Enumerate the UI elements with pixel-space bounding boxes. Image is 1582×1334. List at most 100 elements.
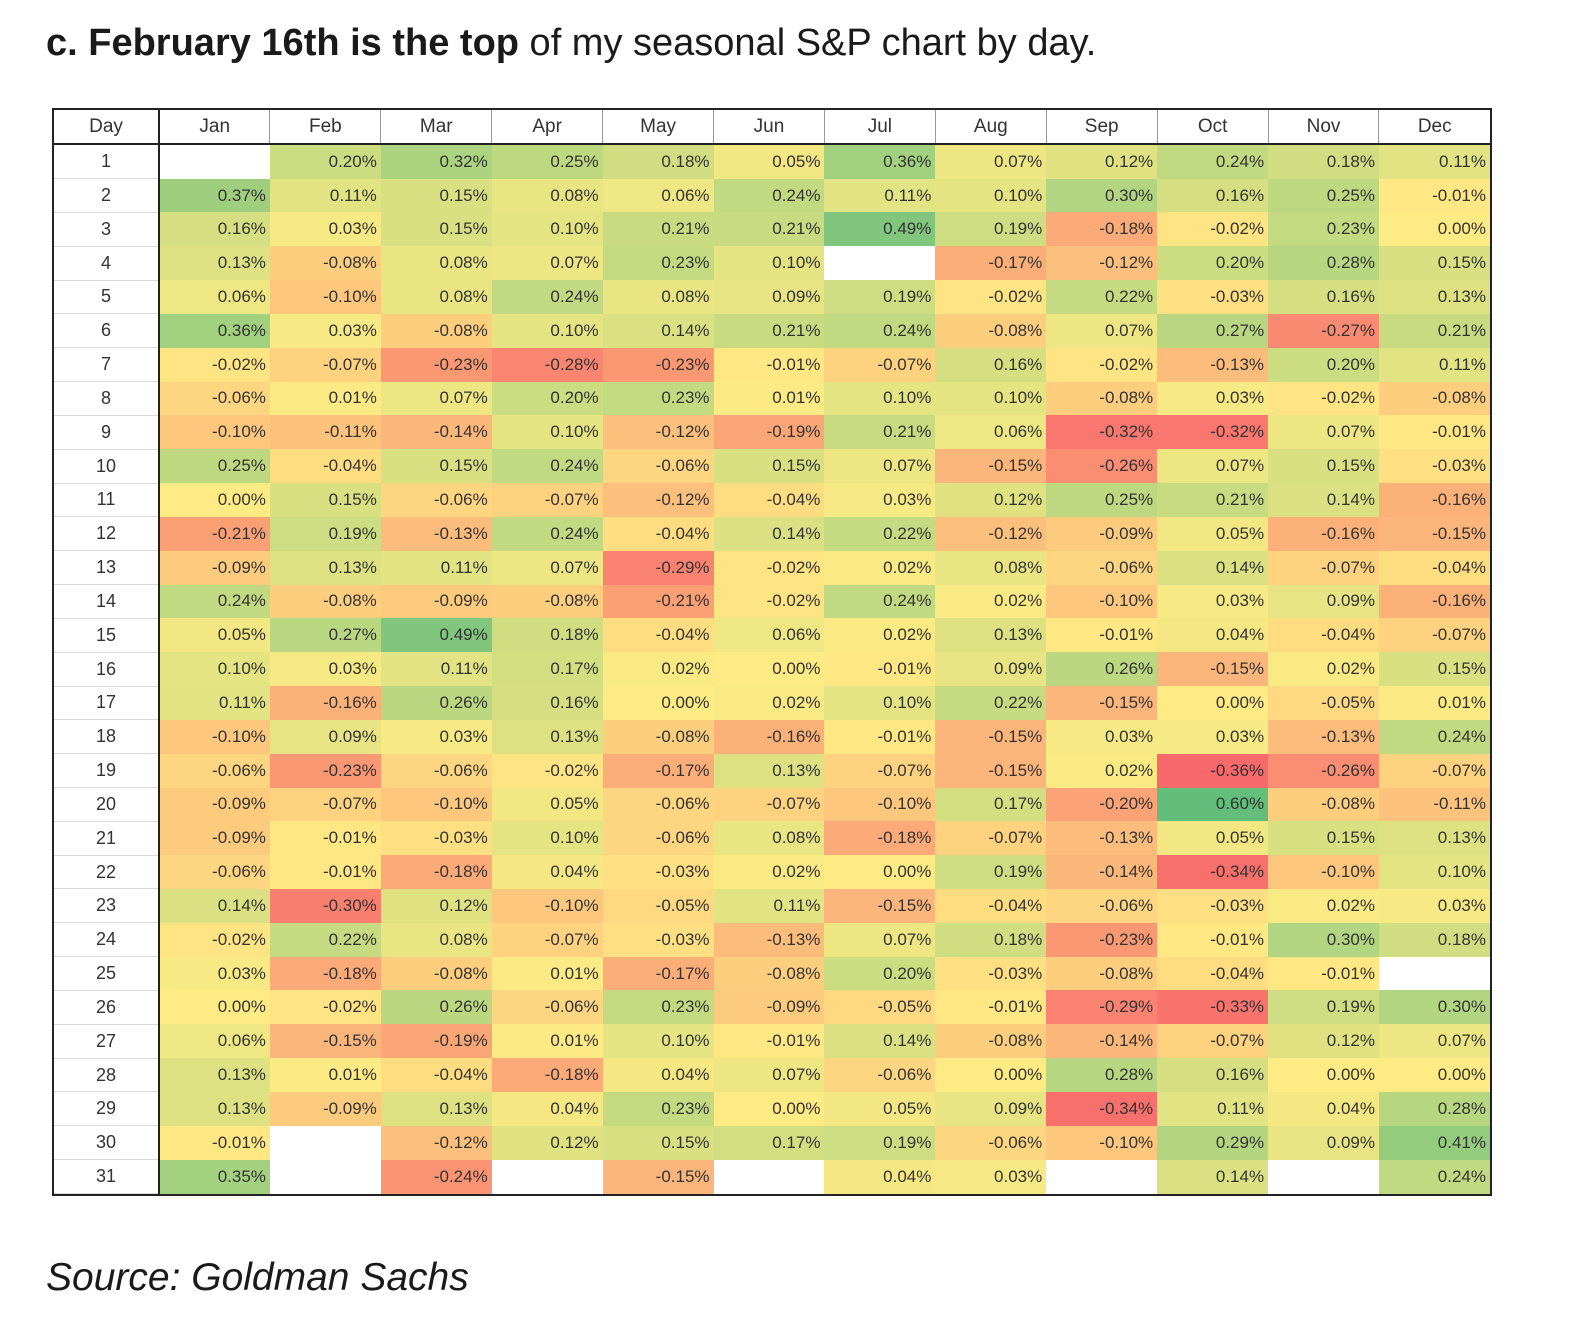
heat-cell: 0.10% bbox=[602, 1024, 714, 1059]
heat-cell: 0.08% bbox=[380, 922, 492, 957]
heat-cell: -0.06% bbox=[159, 855, 270, 889]
heat-cell: 0.02% bbox=[602, 652, 714, 687]
heat-cell: -0.06% bbox=[1046, 888, 1158, 923]
heat-cell: 0.07% bbox=[491, 550, 603, 585]
heat-cell: 0.07% bbox=[1378, 1024, 1490, 1059]
heat-cell: -0.04% bbox=[269, 449, 381, 484]
heat-cell: -0.08% bbox=[380, 956, 492, 991]
heat-cell: -0.09% bbox=[159, 550, 270, 585]
heat-cell: -0.15% bbox=[935, 753, 1047, 788]
source-note: Source: Goldman Sachs bbox=[46, 1256, 469, 1299]
heat-cell: -0.13% bbox=[1268, 719, 1379, 754]
heat-cell: 0.30% bbox=[1378, 990, 1490, 1025]
heat-cell: 0.30% bbox=[1268, 922, 1379, 957]
table-row: 24 -0.02% 0.22% 0.08% -0.07% -0.03% -0.13% 0.07… bbox=[54, 922, 1490, 958]
heat-cell: -0.11% bbox=[269, 415, 381, 450]
heat-cell: -0.29% bbox=[602, 550, 714, 585]
heat-cell bbox=[491, 1159, 603, 1194]
day-label: 4 bbox=[54, 246, 160, 281]
heat-cell: 0.07% bbox=[713, 1058, 825, 1092]
heat-cell: 0.10% bbox=[935, 381, 1047, 416]
heat-cell: -0.02% bbox=[1157, 212, 1269, 247]
heat-cell: -0.02% bbox=[159, 347, 270, 382]
day-label: 27 bbox=[54, 1024, 160, 1059]
heat-cell: 0.06% bbox=[602, 178, 714, 213]
heat-cell: -0.10% bbox=[269, 280, 381, 314]
heat-cell: 0.11% bbox=[713, 888, 825, 923]
heading-rest: of my seasonal S&P chart by day. bbox=[519, 22, 1097, 64]
heat-cell: -0.02% bbox=[269, 990, 381, 1025]
heat-cell: 0.08% bbox=[491, 178, 603, 213]
heat-cell bbox=[1268, 1159, 1379, 1194]
heat-cell: -0.14% bbox=[1046, 855, 1158, 889]
table-row: 16 0.10% 0.03% 0.11% 0.17% 0.02% 0.00% -0.01% 0.… bbox=[54, 652, 1490, 687]
heat-cell: 0.02% bbox=[713, 686, 825, 720]
heat-cell: 0.05% bbox=[1157, 516, 1269, 551]
heat-cell: -0.10% bbox=[1268, 855, 1379, 889]
heat-cell: -0.30% bbox=[269, 888, 381, 923]
heat-cell: -0.01% bbox=[713, 347, 825, 382]
heat-cell: -0.12% bbox=[380, 1125, 492, 1160]
heat-cell: 0.03% bbox=[159, 956, 270, 991]
heat-cell: 0.11% bbox=[159, 686, 270, 720]
heat-cell: 0.18% bbox=[935, 922, 1047, 957]
heat-cell: -0.08% bbox=[269, 246, 381, 281]
heat-cell: 0.00% bbox=[1378, 1058, 1490, 1092]
table-row: 18 -0.10% 0.09% 0.03% 0.13% -0.08% -0.16% -0.01… bbox=[54, 719, 1490, 755]
heat-cell: -0.17% bbox=[602, 956, 714, 991]
heat-cell: 0.21% bbox=[602, 212, 714, 247]
heat-cell: 0.17% bbox=[713, 1125, 825, 1160]
heat-cell: 0.03% bbox=[269, 212, 381, 247]
heat-cell: 0.19% bbox=[824, 1125, 936, 1160]
heat-cell: 0.10% bbox=[491, 313, 603, 348]
heat-cell: -0.23% bbox=[269, 753, 381, 788]
heat-cell: 0.20% bbox=[824, 956, 936, 991]
heat-cell: -0.12% bbox=[935, 516, 1047, 551]
day-label: 19 bbox=[54, 753, 160, 788]
heat-cell: 0.29% bbox=[1157, 1125, 1269, 1160]
heat-cell: -0.07% bbox=[824, 753, 936, 788]
heat-cell: -0.04% bbox=[380, 1058, 492, 1092]
heat-cell: -0.32% bbox=[1157, 415, 1269, 450]
heat-cell: -0.28% bbox=[491, 347, 603, 382]
heat-cell: 0.02% bbox=[713, 855, 825, 889]
day-label: 18 bbox=[54, 719, 160, 755]
heat-cell: -0.04% bbox=[1157, 956, 1269, 991]
heat-cell: -0.07% bbox=[1378, 618, 1490, 653]
heat-cell: -0.03% bbox=[935, 956, 1047, 991]
heat-cell: 0.05% bbox=[159, 618, 270, 653]
heat-cell: 0.13% bbox=[1378, 821, 1490, 856]
heat-cell: -0.08% bbox=[269, 584, 381, 619]
day-label: 17 bbox=[54, 686, 160, 721]
month-header-feb: Feb bbox=[269, 110, 382, 145]
heat-cell: 0.22% bbox=[935, 686, 1047, 720]
heat-cell: 0.07% bbox=[824, 449, 936, 484]
day-label: 12 bbox=[54, 516, 160, 552]
header-row: Day Jan Feb Mar Apr May Jun Jul Aug Sep Oct Nov Dec bbox=[54, 110, 1490, 145]
heat-cell: 0.02% bbox=[824, 550, 936, 585]
table-row: 17 0.11% -0.16% 0.26% 0.16% 0.00% 0.02% 0.10% 0.… bbox=[54, 686, 1490, 721]
heat-cell: 0.13% bbox=[269, 550, 381, 585]
heat-cell: -0.26% bbox=[1046, 449, 1158, 484]
heat-cell: 0.24% bbox=[491, 280, 603, 314]
seasonal-heatmap: Day Jan Feb Mar Apr May Jun Jul Aug Sep Oct Nov Dec… bbox=[52, 108, 1492, 1196]
heat-cell: -0.05% bbox=[1268, 686, 1379, 720]
heat-cell: 0.11% bbox=[380, 652, 492, 687]
heat-cell: 0.24% bbox=[824, 313, 936, 348]
day-label: 15 bbox=[54, 618, 160, 653]
heat-cell: 0.01% bbox=[713, 381, 825, 416]
heat-cell: 0.19% bbox=[269, 516, 381, 551]
heat-cell: 0.08% bbox=[935, 550, 1047, 585]
heat-cell: 0.13% bbox=[159, 1091, 270, 1126]
heat-cell: 0.08% bbox=[713, 821, 825, 856]
heat-cell: 0.16% bbox=[1157, 178, 1269, 213]
heat-cell: 0.08% bbox=[380, 280, 492, 314]
heat-cell: 0.22% bbox=[1046, 280, 1158, 314]
heat-cell: 0.09% bbox=[1268, 1125, 1379, 1160]
heat-cell bbox=[713, 1159, 825, 1194]
heat-cell: 0.16% bbox=[1268, 280, 1379, 314]
heat-cell: 0.04% bbox=[1268, 1091, 1379, 1126]
heat-cell: -0.26% bbox=[1268, 753, 1379, 788]
heat-cell: -0.09% bbox=[269, 1091, 381, 1126]
table-row: 7 -0.02% -0.07% -0.23% -0.28% -0.23% -0.01% -0.… bbox=[54, 347, 1490, 383]
